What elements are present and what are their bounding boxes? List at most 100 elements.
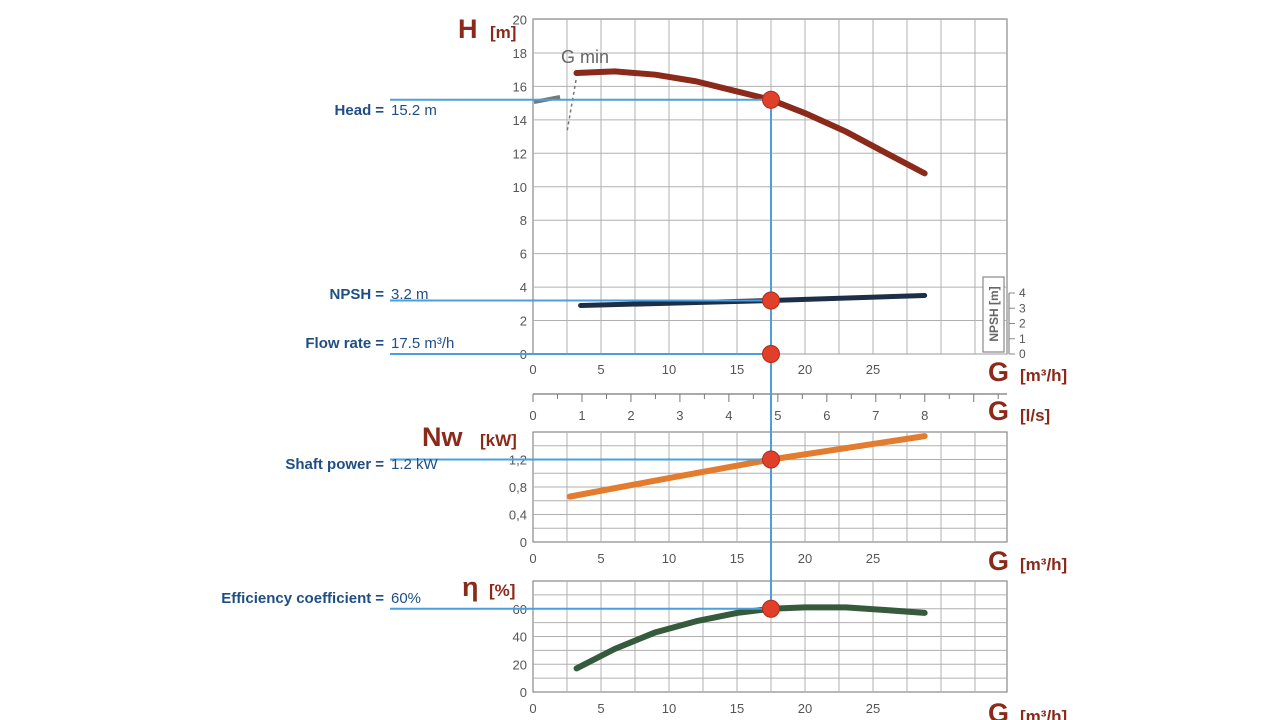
callout-name: Shaft power bbox=[285, 456, 371, 473]
power-axis-unit: [kW] bbox=[480, 431, 517, 450]
g-min-dotted-line bbox=[566, 79, 577, 133]
callout-name: Head bbox=[335, 102, 372, 119]
npsh-axis-tick-label: 0 bbox=[1019, 347, 1026, 361]
flow-ls-tick-label: 7 bbox=[872, 408, 879, 423]
callout-value: 15.2 m bbox=[391, 102, 437, 119]
callout-equals: = bbox=[375, 590, 384, 607]
head-y-tick-label: 12 bbox=[513, 146, 527, 161]
power-x-axis-symbol: G bbox=[988, 546, 1009, 576]
power-y-tick-label: 0,8 bbox=[509, 480, 527, 495]
head-x-tick-label: 5 bbox=[597, 362, 604, 377]
flow-ls-tick-label: 0 bbox=[529, 408, 536, 423]
flow-ls-tick-label: 6 bbox=[823, 408, 830, 423]
callout-npsh: NPSH = bbox=[330, 286, 385, 303]
callout-value: 1.2 kW bbox=[391, 456, 439, 473]
head-panel: 024681012141618200510152025H[m]G[m³/h]G … bbox=[458, 13, 1067, 388]
callout-name: Flow rate bbox=[305, 335, 371, 352]
flow-ls-tick-label: 8 bbox=[921, 408, 928, 423]
head-x-tick-label: 15 bbox=[730, 362, 744, 377]
head-operating-point bbox=[762, 90, 780, 109]
head-y-tick-label: 10 bbox=[513, 180, 527, 195]
callout-efficiency-coefficient: Efficiency coefficient = bbox=[221, 590, 384, 607]
npsh-axis-tick-label: 1 bbox=[1019, 332, 1026, 346]
shaft-power-operating-point bbox=[762, 450, 780, 469]
efficiency-x-axis-unit: [m³/h] bbox=[1020, 707, 1067, 720]
callout-flow-rate: Flow rate = bbox=[305, 335, 384, 352]
power-curve bbox=[566, 433, 928, 500]
power-y-tick-label: 0,4 bbox=[509, 508, 527, 523]
callout-name: NPSH bbox=[330, 286, 372, 303]
npsh-operating-point bbox=[762, 291, 780, 310]
flow-axis-unit: [m³/h] bbox=[1020, 366, 1067, 385]
power-x-axis-unit: [m³/h] bbox=[1020, 555, 1067, 574]
head-x-tick-label: 0 bbox=[529, 362, 536, 377]
power-x-tick-label: 5 bbox=[597, 551, 604, 566]
npsh-axis-tick-label: 4 bbox=[1019, 286, 1026, 300]
power-x-tick-label: 0 bbox=[529, 551, 536, 566]
efficiency-x-tick-label: 0 bbox=[529, 701, 536, 716]
efficiency-x-tick-label: 20 bbox=[798, 701, 812, 716]
flow-ls-axis-unit: [l/s] bbox=[1020, 406, 1050, 425]
power-axis-symbol: Nw bbox=[422, 422, 463, 452]
npsh-axis-label: NPSH [m] bbox=[987, 286, 1001, 341]
flow-ls-tick-label: 3 bbox=[676, 408, 683, 423]
head-x-tick-label: 10 bbox=[662, 362, 676, 377]
efficiency-operating-point bbox=[762, 599, 780, 618]
callout-shaft-power: Shaft power = bbox=[285, 456, 384, 473]
efficiency-x-axis-symbol: G bbox=[988, 698, 1009, 720]
efficiency-curve bbox=[573, 604, 928, 672]
head-y-tick-label: 4 bbox=[520, 280, 527, 295]
head-y-tick-label: 18 bbox=[513, 46, 527, 61]
head-y-tick-label: 16 bbox=[513, 79, 527, 94]
callout-value: 3.2 m bbox=[391, 286, 429, 303]
flow-ls-tick-label: 2 bbox=[627, 408, 634, 423]
power-x-tick-label: 25 bbox=[866, 551, 880, 566]
callout-head: Head = bbox=[335, 102, 385, 119]
callout-value: 17.5 m³/h bbox=[391, 335, 454, 352]
callout-equals: = bbox=[375, 335, 384, 352]
head-y-tick-label: 2 bbox=[520, 314, 527, 329]
head-y-tick-label: 14 bbox=[513, 113, 527, 128]
power-x-tick-label: 10 bbox=[662, 551, 676, 566]
callout-name: Efficiency coefficient bbox=[221, 590, 371, 607]
efficiency-x-tick-label: 5 bbox=[597, 701, 604, 716]
efficiency-x-tick-label: 25 bbox=[866, 701, 880, 716]
head-x-tick-label: 25 bbox=[866, 362, 880, 377]
head-y-tick-label: 6 bbox=[520, 247, 527, 262]
efficiency-y-tick-label: 20 bbox=[513, 657, 527, 672]
flow-ls-axis-symbol: G bbox=[988, 396, 1009, 426]
callout-value: 60% bbox=[391, 590, 421, 607]
efficiency-y-tick-label: 0 bbox=[520, 685, 527, 700]
efficiency-x-tick-label: 10 bbox=[662, 701, 676, 716]
head-axis-symbol: H bbox=[458, 14, 478, 44]
operating-point-guides bbox=[390, 90, 780, 618]
head-y-tick-label: 8 bbox=[520, 213, 527, 228]
power-y-tick-label: 0 bbox=[520, 535, 527, 550]
efficiency-axis-symbol: η bbox=[462, 572, 479, 602]
efficiency-y-tick-label: 40 bbox=[513, 630, 527, 645]
callout-equals: = bbox=[375, 286, 384, 303]
efficiency-x-tick-label: 15 bbox=[730, 701, 744, 716]
callout-equals: = bbox=[375, 102, 384, 119]
flow-rate-operating-point bbox=[762, 345, 780, 363]
power-x-tick-label: 20 bbox=[798, 551, 812, 566]
callout-equals: = bbox=[375, 456, 384, 473]
head-x-tick-label: 20 bbox=[798, 362, 812, 377]
flow-ls-axis: 0 1 2 3 4 5 6 7 8 G [l/s] bbox=[529, 393, 1050, 426]
npsh-axis-tick-label: 3 bbox=[1019, 301, 1026, 315]
flow-ls-tick-label: 4 bbox=[725, 408, 732, 423]
head-axis-unit: [m] bbox=[490, 23, 516, 42]
g-min-annotation: G min bbox=[561, 47, 609, 67]
flow-ls-tick-label: 5 bbox=[774, 408, 781, 423]
head-curve bbox=[573, 68, 928, 177]
npsh-axis-label-box bbox=[982, 276, 1005, 353]
head-y-tick-label: 20 bbox=[513, 13, 527, 28]
flow-axis-symbol: G bbox=[988, 357, 1009, 387]
flow-ls-tick-label: 1 bbox=[578, 408, 585, 423]
power-x-tick-label: 15 bbox=[730, 551, 744, 566]
efficiency-axis-unit: [%] bbox=[489, 581, 515, 600]
